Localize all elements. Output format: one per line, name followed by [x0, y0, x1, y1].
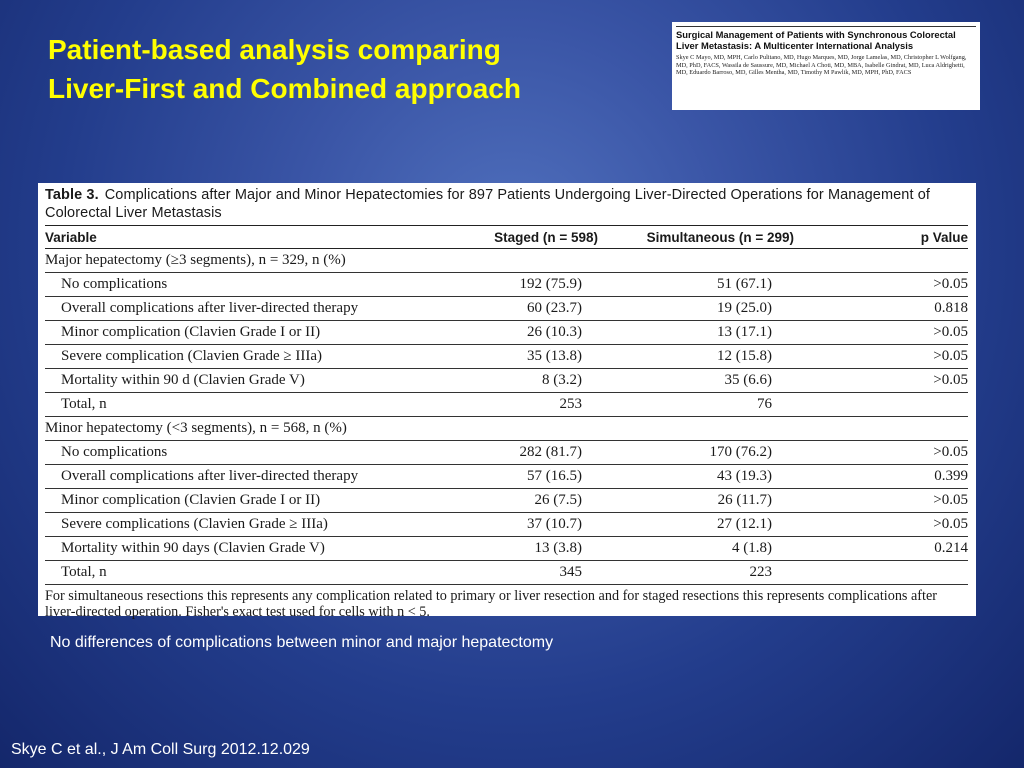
paper-header-image: Surgical Management of Patients with Syn… — [672, 22, 980, 110]
cell-variable: Major hepatectomy (≥3 segments), n = 329… — [45, 252, 346, 268]
cell-p-value: >0.05 — [933, 324, 968, 340]
header-variable: Variable — [45, 229, 97, 245]
table-label: Table 3. — [45, 187, 99, 203]
header-p-value: p Value — [920, 229, 968, 245]
table-section-row: Major hepatectomy (≥3 segments), n = 329… — [45, 249, 968, 273]
cell-p-value: >0.05 — [933, 444, 968, 460]
header-staged: Staged (n = 598) — [494, 229, 598, 245]
table-caption-text: Complications after Major and Minor Hepa… — [45, 187, 931, 221]
cell-variable: Minor complication (Clavien Grade I or I… — [61, 324, 321, 340]
cell-staged: 57 (16.5) — [527, 468, 582, 484]
cell-p-value: 0.399 — [934, 468, 968, 484]
table-row: Severe complications (Clavien Grade ≥ II… — [45, 513, 968, 537]
table-row: Mortality within 90 d (Clavien Grade V) 8… — [45, 369, 968, 393]
cell-p-value: >0.05 — [933, 276, 968, 292]
cell-staged: 26 (7.5) — [534, 492, 583, 508]
paper-top-rule — [676, 26, 976, 27]
cell-variable: Minor hepatectomy (<3 segments), n = 568… — [45, 420, 347, 436]
paper-title: Surgical Management of Patients with Syn… — [676, 29, 956, 51]
cell-simultaneous: 13 (17.1) — [717, 324, 772, 340]
cell-simultaneous: 223 — [749, 564, 773, 580]
table-section-row: Minor hepatectomy (<3 segments), n = 568… — [45, 417, 968, 441]
cell-staged: 282 (81.7) — [519, 444, 583, 460]
table-row: Overall complications after liver-direct… — [45, 465, 968, 489]
table-row: Total, n 345 223 — [45, 561, 968, 585]
cell-p-value: 0.214 — [934, 540, 968, 556]
cell-variable: Severe complications (Clavien Grade ≥ II… — [61, 516, 328, 532]
table-row: No complications 282 (81.7) 170 (76.2) >0.0… — [45, 441, 968, 465]
cell-p-value: >0.05 — [933, 372, 968, 388]
paper-authors: Skye C Mayo, MD, MPH, Carlo Pulitano, MD… — [676, 54, 967, 76]
cell-simultaneous: 51 (67.1) — [717, 276, 772, 292]
table-row: Minor complication (Clavien Grade I or I… — [45, 321, 968, 345]
table-row: No complications 192 (75.9) 51 (67.1) >0.05 — [45, 273, 968, 297]
table-caption: Table 3. Complications after Major and Mi… — [45, 186, 968, 222]
cell-variable: Overall complications after liver-direct… — [61, 468, 359, 484]
cell-p-value: >0.05 — [933, 348, 968, 364]
cell-simultaneous: 170 (76.2) — [709, 444, 773, 460]
cell-staged: 37 (10.7) — [527, 516, 582, 532]
cell-variable: Severe complication (Clavien Grade ≥ III… — [61, 348, 323, 364]
cell-p-value: 0.818 — [934, 300, 968, 316]
cell-simultaneous: 43 (19.3) — [717, 468, 772, 484]
table-row: Total, n 253 76 — [45, 393, 968, 417]
cell-staged: 8 (3.2) — [542, 372, 582, 388]
cell-variable: Mortality within 90 days (Clavien Grade … — [61, 540, 325, 556]
cell-variable: Total, n — [61, 396, 107, 412]
table-row: Severe complication (Clavien Grade ≥ III… — [45, 345, 968, 369]
cell-simultaneous: 19 (25.0) — [717, 300, 772, 316]
header-simultaneous: Simultaneous (n = 299) — [646, 229, 794, 245]
conclusion-text: No differences of complications between … — [50, 634, 554, 651]
cell-staged: 345 — [559, 564, 583, 580]
cell-simultaneous: 12 (15.8) — [717, 348, 772, 364]
cell-staged: 253 — [559, 396, 583, 412]
cell-simultaneous: 27 (12.1) — [717, 516, 772, 532]
cell-variable: Mortality within 90 d (Clavien Grade V) — [61, 372, 305, 388]
cell-simultaneous: 76 — [757, 396, 772, 412]
cell-variable: No complications — [61, 444, 168, 460]
cell-variable: Overall complications after liver-direct… — [61, 300, 359, 316]
cell-p-value: >0.05 — [933, 516, 968, 532]
cell-staged: 13 (3.8) — [534, 540, 583, 556]
citation-text: Skye C et al., J Am Coll Surg 2012.12.02… — [11, 741, 310, 758]
table-footnote: For simultaneous resections this represe… — [45, 588, 937, 620]
cell-simultaneous: 4 (1.8) — [732, 540, 772, 556]
cell-variable: No complications — [61, 276, 168, 292]
slide-title-line-2: Liver-First and Combined approach — [48, 73, 521, 104]
cell-staged: 35 (13.8) — [527, 348, 582, 364]
cell-variable: Total, n — [61, 564, 107, 580]
cell-variable: Minor complication (Clavien Grade I or I… — [61, 492, 321, 508]
cell-p-value: >0.05 — [933, 492, 968, 508]
cell-simultaneous: 35 (6.6) — [724, 372, 773, 388]
table-row: Mortality within 90 days (Clavien Grade … — [45, 537, 968, 561]
table-header-row: Variable Staged (n = 598) Simultaneous (… — [45, 225, 968, 249]
cell-simultaneous: 26 (11.7) — [717, 492, 772, 508]
table-row: Overall complications after liver-direct… — [45, 297, 968, 321]
slide-title-line-1: Patient-based analysis comparing — [48, 34, 501, 65]
slide-title: Patient-based analysis comparing Liver-F… — [48, 30, 521, 108]
complications-table: Table 3. Complications after Major and Mi… — [38, 183, 976, 620]
cell-staged: 60 (23.7) — [527, 300, 582, 316]
cell-staged: 192 (75.9) — [519, 276, 583, 292]
table-row: Minor complication (Clavien Grade I or I… — [45, 489, 968, 513]
table-body: Major hepatectomy (≥3 segments), n = 329… — [45, 249, 968, 585]
cell-staged: 26 (10.3) — [527, 324, 582, 340]
